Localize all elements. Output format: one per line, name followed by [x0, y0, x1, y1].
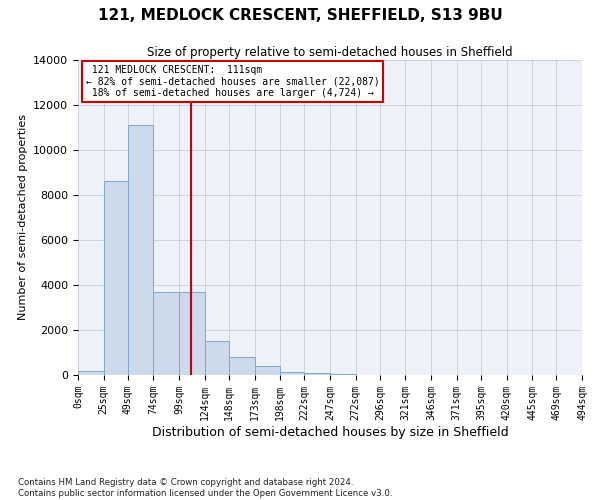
Bar: [128, 125, 154, 375]
Bar: [280, 372, 304, 375]
Text: 121, MEDLOCK CRESCENT, SHEFFIELD, S13 9BU: 121, MEDLOCK CRESCENT, SHEFFIELD, S13 9B…: [98, 8, 502, 22]
Bar: [205, 341, 229, 375]
Bar: [330, 374, 356, 375]
X-axis label: Distribution of semi-detached houses by size in Sheffield: Distribution of semi-detached houses by …: [152, 426, 508, 438]
Bar: [304, 373, 330, 375]
Y-axis label: Number of semi-detached properties: Number of semi-detached properties: [17, 114, 28, 320]
Bar: [104, 182, 128, 375]
Bar: [78, 370, 104, 375]
Bar: [254, 366, 280, 375]
Text: 121 MEDLOCK CRESCENT:  111sqm
← 82% of semi-detached houses are smaller (22,087): 121 MEDLOCK CRESCENT: 111sqm ← 82% of se…: [86, 64, 379, 98]
Bar: [154, 292, 179, 375]
Bar: [229, 357, 254, 375]
Title: Size of property relative to semi-detached houses in Sheffield: Size of property relative to semi-detach…: [147, 46, 513, 59]
Text: Contains HM Land Registry data © Crown copyright and database right 2024.
Contai: Contains HM Land Registry data © Crown c…: [18, 478, 392, 498]
Bar: [179, 292, 205, 375]
